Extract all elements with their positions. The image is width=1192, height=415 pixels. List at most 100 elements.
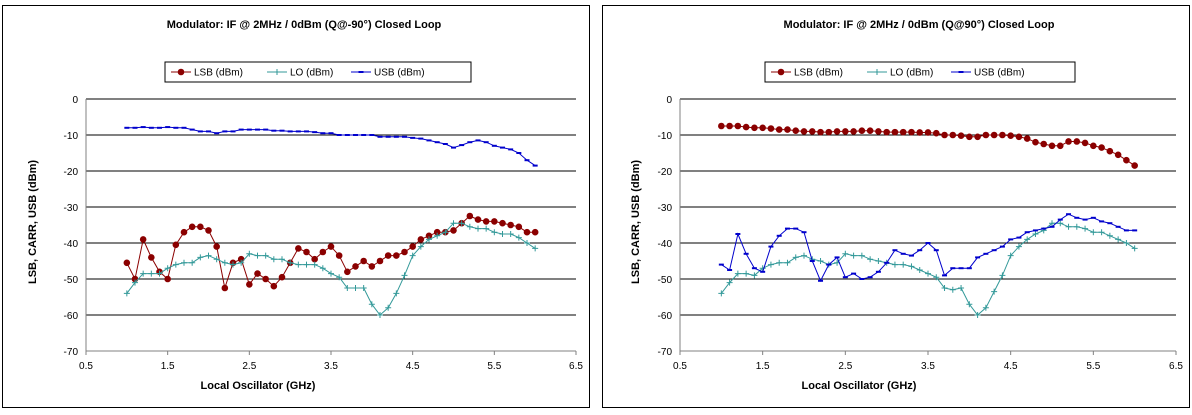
data-point — [726, 279, 733, 286]
y-axis-title: LSB, CARR, USB (dBm) — [27, 160, 39, 284]
data-point — [825, 128, 833, 136]
data-point — [784, 259, 791, 266]
data-point — [1032, 138, 1039, 146]
data-point — [958, 285, 965, 291]
data-point — [999, 272, 1006, 279]
chart-left: Modulator: IF @ 2MHz / 0dBm (Q@-90°) Clo… — [27, 19, 583, 392]
plot-series — [718, 122, 1138, 318]
data-point — [742, 123, 750, 131]
x-tick-label: 5.5 — [487, 361, 501, 372]
data-point — [1090, 142, 1097, 150]
data-point — [759, 265, 766, 272]
y-tick-label: -40 — [64, 239, 79, 250]
data-point — [335, 252, 343, 259]
data-point — [499, 219, 506, 227]
data-point — [311, 255, 318, 263]
y-tick-label: -60 — [658, 311, 673, 322]
data-point — [148, 270, 155, 277]
data-point — [842, 250, 849, 257]
data-point — [409, 243, 416, 250]
data-point — [1032, 231, 1039, 237]
data-point — [262, 275, 269, 283]
x-tick-label: 1.5 — [161, 361, 175, 372]
data-point — [491, 218, 498, 225]
data-point — [891, 128, 899, 136]
data-point — [360, 257, 367, 265]
data-point — [1123, 240, 1130, 246]
chart-right: Modulator: IF @ 2MHz / 0dBm (Q@90°) Clos… — [630, 19, 1183, 392]
data-point — [883, 128, 890, 136]
y-tick-label: -20 — [658, 167, 673, 178]
data-point — [164, 275, 171, 283]
data-point — [817, 128, 824, 136]
data-point — [532, 245, 539, 252]
data-point — [1073, 223, 1080, 230]
x-tick-label: 5.5 — [1086, 361, 1100, 372]
data-point — [177, 68, 185, 76]
x-tick-labels: 0.5 1.5 2.5 3.5 4.5 5.5 6.5 — [79, 361, 583, 372]
data-point — [1106, 147, 1114, 155]
data-point — [833, 128, 841, 135]
data-point — [800, 128, 808, 135]
y-tick-labels: 0 -10 -20 -30 -40 -50 -60 -70 — [658, 95, 673, 358]
data-point — [1049, 220, 1055, 227]
data-point — [777, 68, 785, 76]
data-point — [957, 132, 965, 140]
data-point — [1023, 135, 1031, 142]
data-point — [303, 248, 310, 256]
data-point — [966, 133, 973, 141]
y-tick-label: -70 — [64, 347, 79, 358]
data-point — [205, 252, 212, 259]
data-point — [221, 284, 229, 292]
data-point — [393, 252, 400, 259]
data-point — [1007, 132, 1014, 140]
data-point — [1106, 232, 1113, 239]
y-tick-label: -20 — [64, 167, 79, 178]
x-tick-label: 3.5 — [921, 361, 935, 372]
data-point — [1082, 225, 1089, 232]
data-point — [188, 223, 196, 231]
x-tick-label: 2.5 — [838, 361, 852, 372]
data-point — [344, 285, 351, 291]
series-lo — [718, 220, 1138, 318]
data-point — [1057, 220, 1064, 227]
y-tick-label: -30 — [64, 203, 79, 214]
data-point — [734, 122, 742, 130]
data-point — [360, 285, 367, 291]
data-point — [817, 258, 824, 264]
data-point — [483, 225, 490, 232]
data-point — [974, 133, 981, 141]
data-point — [507, 231, 514, 237]
data-point — [377, 312, 383, 318]
data-point — [866, 127, 874, 134]
data-point — [189, 259, 196, 266]
data-point — [327, 243, 335, 250]
series-usb — [124, 126, 538, 167]
data-point — [933, 274, 940, 281]
y-tick-label: -40 — [658, 239, 673, 250]
y-axis-title: LSB, CARR, USB (dBm) — [630, 160, 642, 284]
legend-box — [764, 61, 1076, 83]
data-point — [197, 254, 204, 261]
x-tick-label: 3.5 — [324, 361, 338, 372]
data-point — [1007, 252, 1014, 259]
data-point — [287, 259, 294, 266]
data-point — [180, 228, 188, 236]
data-point — [990, 131, 998, 139]
data-point — [311, 261, 318, 268]
data-point — [426, 236, 432, 243]
data-point — [205, 227, 212, 234]
data-point — [858, 127, 866, 134]
y-tick-label: 0 — [72, 95, 78, 106]
grid-lines — [85, 98, 577, 355]
data-point — [274, 69, 280, 75]
data-point — [401, 248, 408, 256]
data-point — [908, 263, 915, 270]
data-point — [999, 131, 1006, 139]
y-tick-label: -50 — [658, 275, 673, 286]
x-tick-label: 0.5 — [79, 361, 93, 372]
data-point — [974, 312, 981, 318]
data-point — [482, 218, 490, 225]
x-axis-title: Local Oscillator (GHz) — [802, 380, 917, 392]
data-point — [172, 241, 180, 249]
